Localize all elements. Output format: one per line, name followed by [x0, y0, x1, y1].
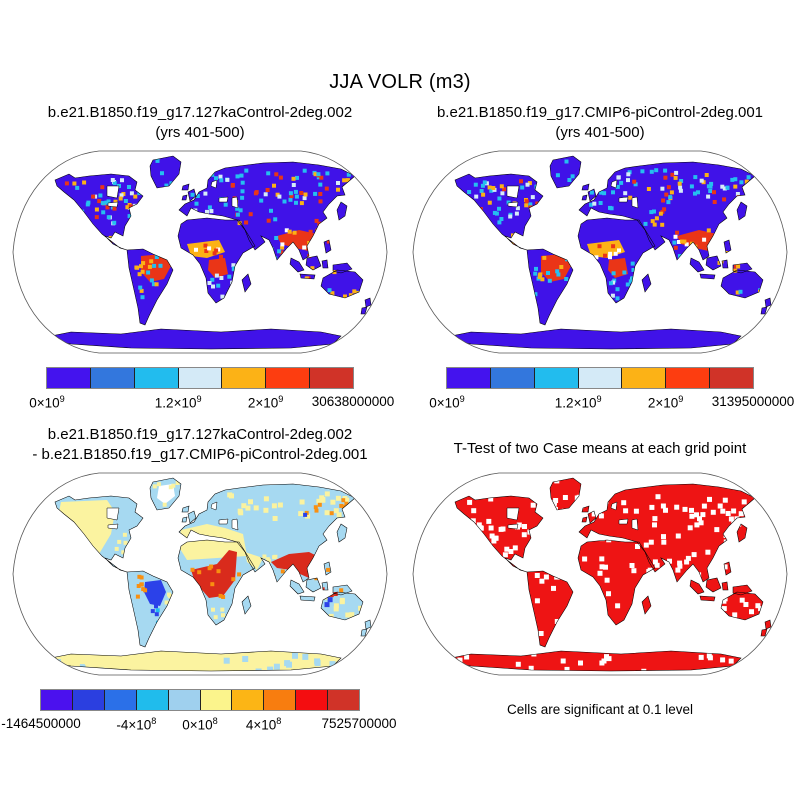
colorbar-tick-label: -4×108 — [116, 716, 157, 733]
map-difference — [11, 468, 389, 680]
case2-title-line1: b.e21.B1850.f19_g17.CMIP6-piControl-2deg… — [436, 104, 764, 121]
colorbar-segment — [199, 690, 232, 710]
colorbar-segment — [621, 368, 666, 388]
world-map-svg — [412, 150, 788, 354]
colorbar-segment — [133, 368, 178, 388]
panel-difference-title: b.e21.B1850.f19_g17.127kaControl-2deg.00… — [8, 425, 392, 465]
colorbar-segment — [447, 368, 490, 388]
colorbar-segment — [295, 690, 328, 710]
figure-title: JJA VOLR (m3) — [329, 71, 471, 93]
panel-case1: b.e21.B1850.f19_g17.127kaControl-2deg.00… — [8, 103, 395, 423]
colorbar-tick-label: 1.2×109 — [554, 394, 602, 411]
world-map-svg — [412, 472, 788, 676]
colorbar-tick-label: 31395000000 — [711, 394, 795, 409]
colorbar-segment — [665, 368, 710, 388]
colorbar-segment — [263, 690, 296, 710]
colorbar — [446, 367, 754, 389]
diff-title-line1: b.e21.B1850.f19_g17.127kaControl-2deg.00… — [47, 426, 353, 443]
colorbar-segment — [265, 368, 310, 388]
case2-title-line2: (yrs 401-500) — [555, 124, 645, 141]
colorbar-segment — [489, 368, 534, 388]
colorbar-segment — [533, 368, 578, 388]
panel-case2-title: b.e21.B1850.f19_g17.CMIP6-piControl-2deg… — [408, 103, 792, 143]
colorbar-segment — [577, 368, 622, 388]
colorbar-segment — [327, 690, 360, 710]
colorbar-tick-label: 1.2×109 — [154, 394, 202, 411]
case1-title-line1: b.e21.B1850.f19_g17.127kaControl-2deg.00… — [47, 104, 353, 121]
colorbar-tick-label: -1464500000 — [1, 716, 81, 731]
ttest-title-line1: T-Test of two Case means at each grid po… — [453, 440, 747, 457]
colorbar-segment — [41, 690, 72, 710]
colorbar-tick-label: 30638000000 — [311, 394, 395, 409]
colorbar-tick-label: 7525700000 — [321, 716, 397, 731]
colorbar-segment — [309, 368, 354, 388]
panel-ttest: T-Test of two Case means at each grid po… — [408, 425, 792, 717]
colorbar-difference: -1464500000 -4×108 0×108 4×108 7525700000 — [1, 689, 397, 745]
colorbar-segment — [231, 690, 264, 710]
colorbar-tick-label: 2×109 — [647, 394, 684, 411]
colorbar-segment — [103, 690, 136, 710]
panel-ttest-title: T-Test of two Case means at each grid po… — [408, 425, 792, 465]
world-map-svg — [12, 472, 388, 676]
colorbar-segment — [71, 690, 104, 710]
colorbar-tick-label: 0×109 — [29, 394, 65, 411]
ttest-significance-caption: Cells are significant at 0.1 level — [506, 702, 694, 717]
case1-title-line2: (yrs 401-500) — [155, 124, 245, 141]
colorbar-tick-label: 0×109 — [429, 394, 465, 411]
map-ttest — [411, 468, 789, 680]
colorbar — [46, 367, 354, 389]
colorbar-tick-label: 4×108 — [245, 716, 282, 733]
colorbar-segment — [167, 690, 200, 710]
colorbar-segment — [135, 690, 168, 710]
colorbar-case2: 0×109 1.2×109 2×109 31395000000 — [408, 367, 795, 423]
map-case2 — [411, 146, 789, 358]
world-map-svg — [12, 150, 388, 354]
colorbar-segment — [89, 368, 134, 388]
colorbar-segment — [47, 368, 90, 388]
colorbar — [40, 689, 360, 711]
colorbar-case1: 0×109 1.2×109 2×109 30638000000 — [8, 367, 395, 423]
colorbar-segment — [709, 368, 754, 388]
colorbar-segment — [221, 368, 266, 388]
map-case1 — [11, 146, 389, 358]
panel-case2: b.e21.B1850.f19_g17.CMIP6-piControl-2deg… — [408, 103, 795, 423]
panel-case1-title: b.e21.B1850.f19_g17.127kaControl-2deg.00… — [8, 103, 392, 143]
colorbar-tick-label: 0×108 — [182, 716, 218, 733]
panel-difference: b.e21.B1850.f19_g17.127kaControl-2deg.00… — [1, 425, 397, 745]
diff-title-line2: - b.e21.B1850.f19_g17.CMIP6-piControl-2d… — [32, 446, 368, 463]
colorbar-tick-label: 2×109 — [247, 394, 284, 411]
colorbar-segment — [177, 368, 222, 388]
